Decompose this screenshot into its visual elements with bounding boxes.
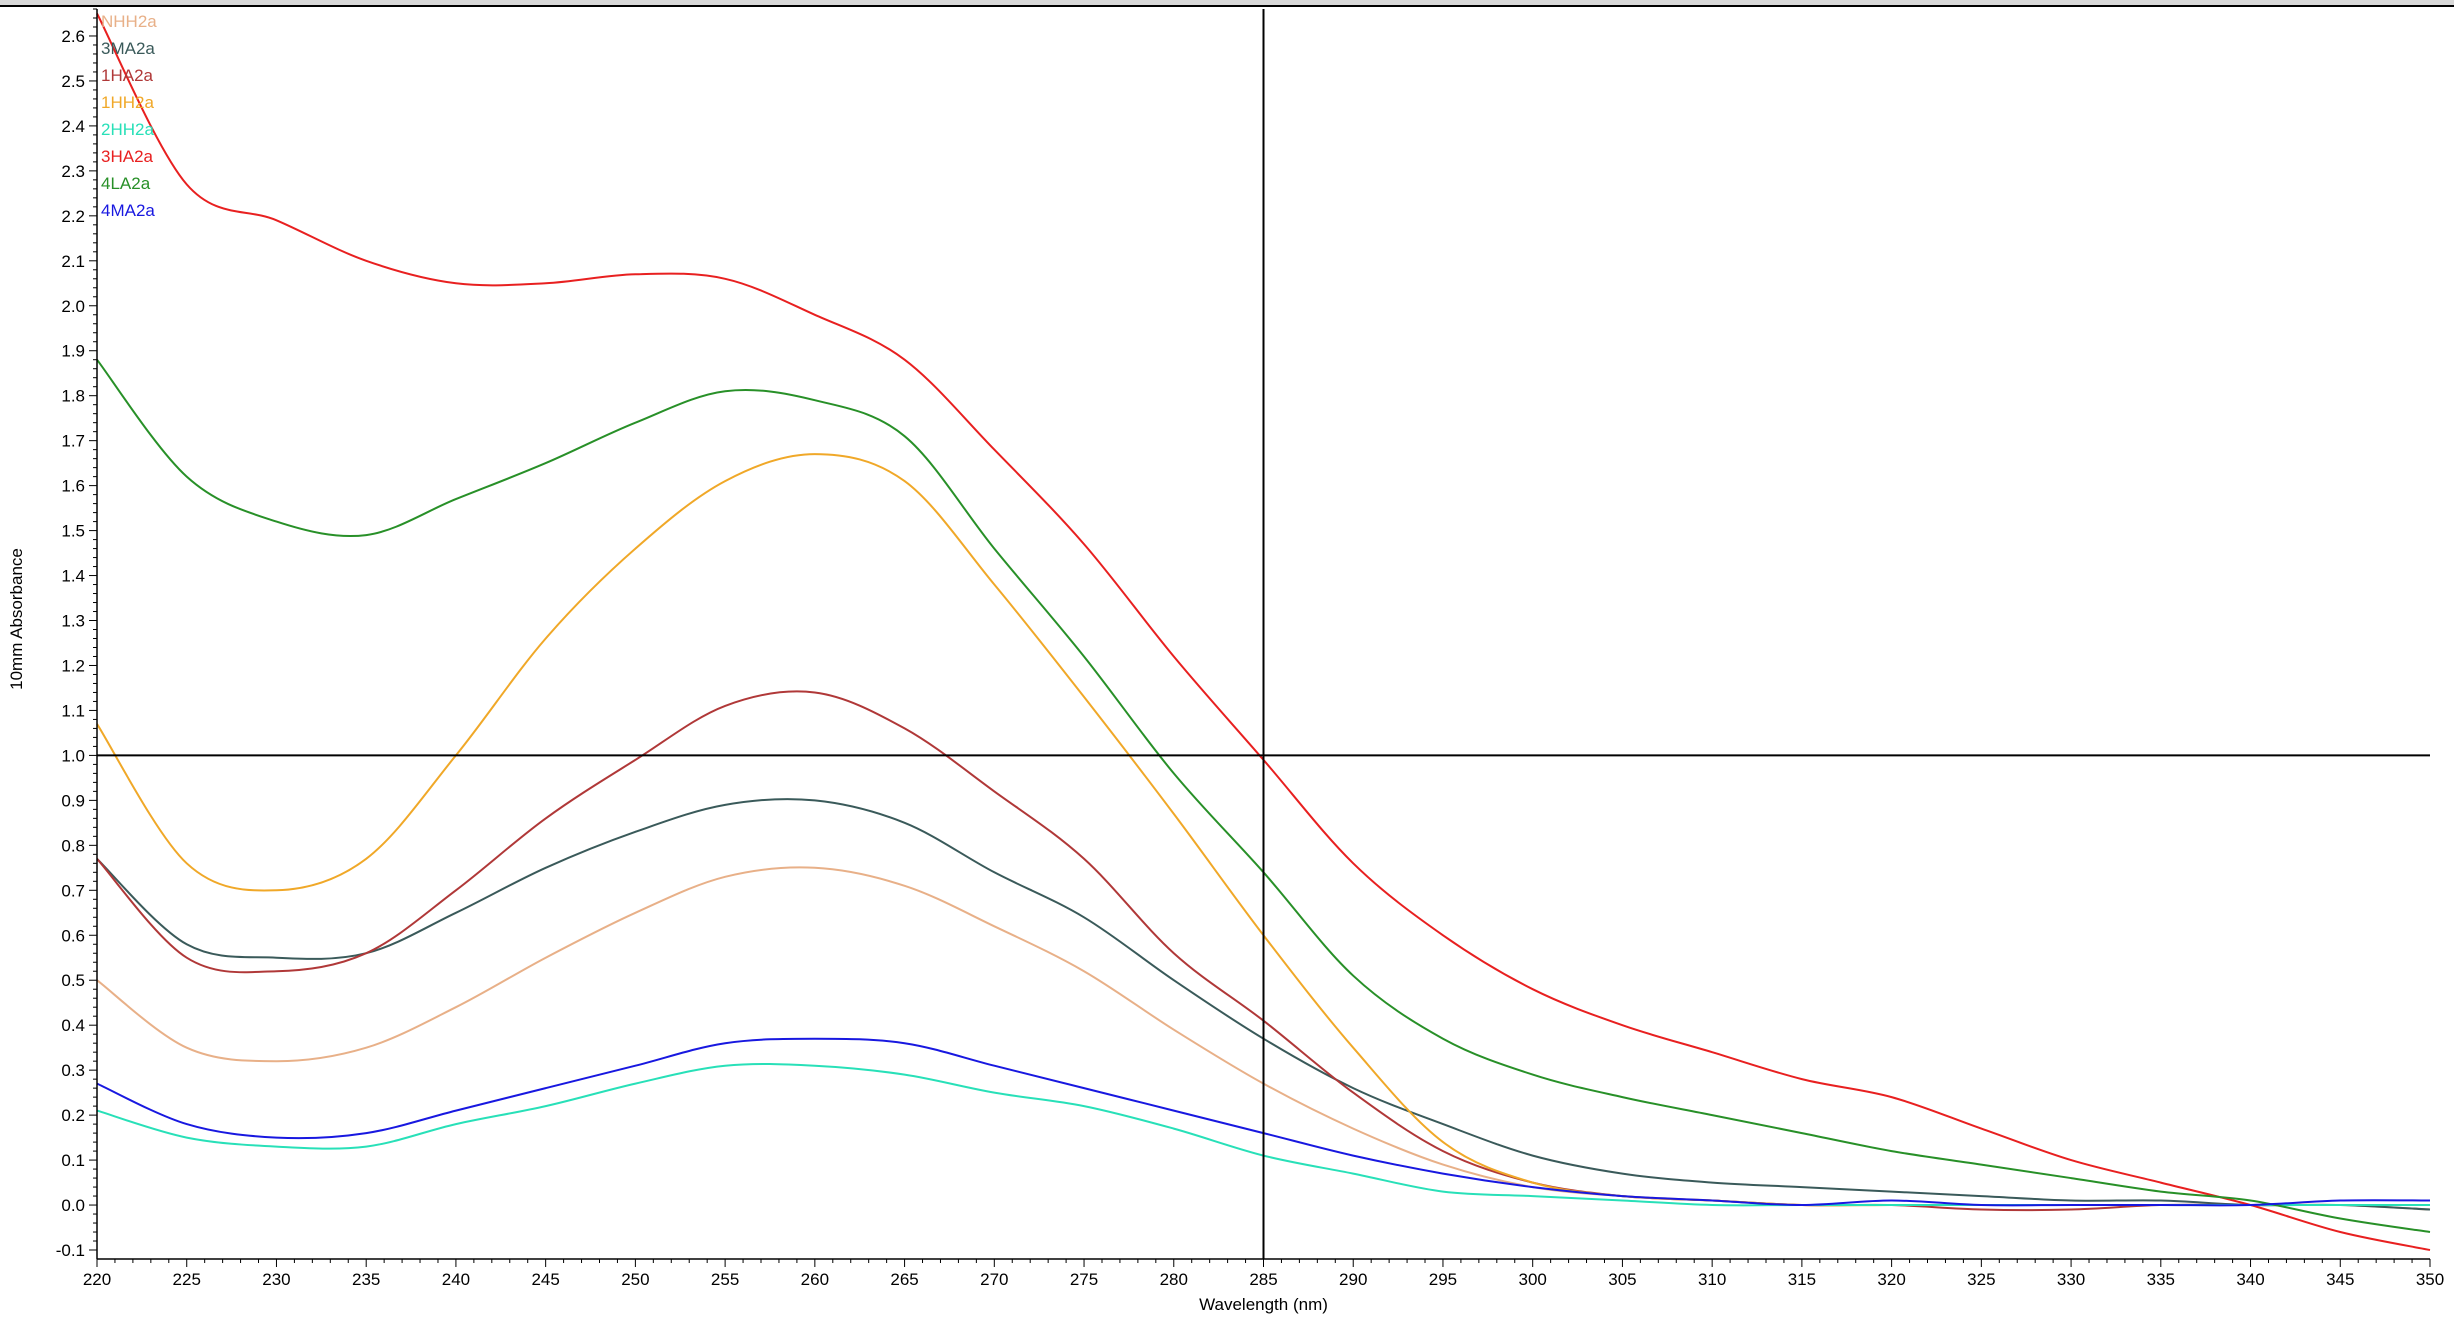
y-tick-label: 2.5 xyxy=(61,72,85,91)
x-tick-label: 300 xyxy=(1519,1270,1547,1289)
series-line-3HA2a xyxy=(96,13,2431,1251)
y-tick-label: 1.6 xyxy=(61,477,85,496)
y-tick-label: 1.9 xyxy=(61,342,85,361)
x-tick-label: 305 xyxy=(1608,1270,1636,1289)
x-tick-label: 265 xyxy=(890,1270,918,1289)
y-tick-label: -0.1 xyxy=(56,1241,85,1260)
y-tick-label: 1.0 xyxy=(61,746,85,765)
legend-entry-2HH2a[interactable]: 2HH2a xyxy=(101,120,154,139)
y-tick-label: 1.8 xyxy=(61,387,85,406)
y-tick-label: 2.1 xyxy=(61,252,85,271)
y-tick-label: 1.7 xyxy=(61,432,85,451)
legend-entry-NHH2a[interactable]: NHH2a xyxy=(101,12,157,31)
y-tick-label: 1.1 xyxy=(61,701,85,720)
series-line-4LA2a xyxy=(96,359,2431,1233)
y-tick-label: 0.5 xyxy=(61,971,85,990)
x-tick-label: 240 xyxy=(442,1270,470,1289)
y-tick-label: 0.4 xyxy=(61,1016,85,1035)
x-tick-label: 335 xyxy=(2147,1270,2175,1289)
y-tick-label: 2.4 xyxy=(61,117,85,136)
y-tick-label: 1.5 xyxy=(61,522,85,541)
x-tick-label: 345 xyxy=(2326,1270,2354,1289)
x-tick-label: 315 xyxy=(1788,1270,1816,1289)
x-tick-label: 235 xyxy=(352,1270,380,1289)
x-tick-label: 225 xyxy=(173,1270,201,1289)
x-tick-label: 270 xyxy=(980,1270,1008,1289)
x-tick-label: 250 xyxy=(621,1270,649,1289)
y-tick-label: 0.9 xyxy=(61,791,85,810)
x-tick-label: 340 xyxy=(2236,1270,2264,1289)
legend: NHH2a 3MA2a 1HA2a 1HH2a 2HH2a 3HA2a 4LA2a 4MA2a xyxy=(101,12,157,220)
x-tick-label: 325 xyxy=(1967,1270,1995,1289)
y-tick-label: 0.6 xyxy=(61,926,85,945)
y-tick-label: 0.2 xyxy=(61,1106,85,1125)
crosshair[interactable] xyxy=(97,9,2430,1259)
series-layer xyxy=(96,13,2431,1251)
x-axis-title: Wavelength (nm) xyxy=(1199,1295,1328,1314)
x-tick-label: 310 xyxy=(1698,1270,1726,1289)
x-tick-label: 220 xyxy=(83,1270,111,1289)
series-line-1HA2a xyxy=(96,690,2430,1212)
y-tick-label: 1.3 xyxy=(61,612,85,631)
legend-entry-4MA2a[interactable]: 4MA2a xyxy=(101,201,155,220)
x-tick-label: 255 xyxy=(711,1270,739,1289)
x-tick-label: 275 xyxy=(1070,1270,1098,1289)
x-tick-label: 295 xyxy=(1429,1270,1457,1289)
x-tick-label: 260 xyxy=(801,1270,829,1289)
legend-entry-3MA2a[interactable]: 3MA2a xyxy=(101,39,155,58)
x-tick-label: 320 xyxy=(1877,1270,1905,1289)
y-tick-label: 2.0 xyxy=(61,297,85,316)
y-tick-label: 2.6 xyxy=(61,27,85,46)
y-tick-label: 2.2 xyxy=(61,207,85,226)
y-tick-label: 1.4 xyxy=(61,567,85,586)
y-tick-label: 0.8 xyxy=(61,836,85,855)
x-tick-label: 245 xyxy=(531,1270,559,1289)
series-line-3MA2a xyxy=(96,798,2431,1211)
legend-entry-1HH2a[interactable]: 1HH2a xyxy=(101,93,154,112)
axes: 220 225 230 235 240 245 250 255 260 265 270 275 280 2… xyxy=(56,8,2444,1289)
y-tick-label: 0.0 xyxy=(61,1196,85,1215)
x-tick-label: 330 xyxy=(2057,1270,2085,1289)
x-tick-label: 290 xyxy=(1339,1270,1367,1289)
y-tick-label: 1.2 xyxy=(61,656,85,675)
x-tick-label: 350 xyxy=(2416,1270,2444,1289)
legend-entry-1HA2a[interactable]: 1HA2a xyxy=(101,66,154,85)
y-tick-label: 0.1 xyxy=(61,1151,85,1170)
y-tick-label: 2.3 xyxy=(61,162,85,181)
x-tick-label: 285 xyxy=(1249,1270,1277,1289)
y-axis-title: 10mm Absorbance xyxy=(7,548,26,690)
legend-entry-3HA2a[interactable]: 3HA2a xyxy=(101,147,154,166)
x-tick-label: 230 xyxy=(262,1270,290,1289)
legend-entry-4LA2a[interactable]: 4LA2a xyxy=(101,174,151,193)
y-tick-label: 0.3 xyxy=(61,1061,85,1080)
x-tick-label: 280 xyxy=(1160,1270,1188,1289)
y-tick-label: 0.7 xyxy=(61,881,85,900)
